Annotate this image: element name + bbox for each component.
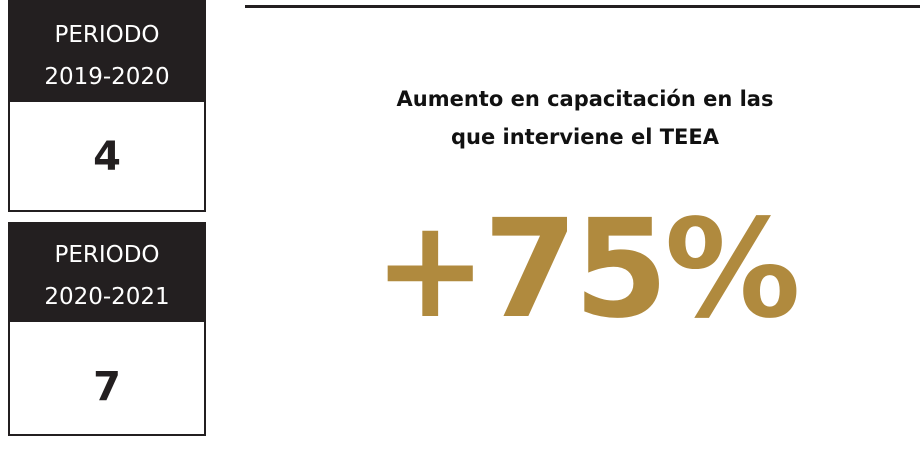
period-years: 2019-2020 <box>44 64 170 90</box>
period-header: PERIODO 2019-2020 <box>8 0 206 102</box>
headline: Aumento en capacitación en las que inter… <box>330 80 840 156</box>
headline-line: Aumento en capacitación en las <box>396 87 774 111</box>
period-value: 7 <box>8 322 206 436</box>
top-rule <box>245 5 920 8</box>
period-card: PERIODO 2019-2020 4 <box>8 0 206 212</box>
period-header: PERIODO 2020-2021 <box>8 222 206 322</box>
period-card: PERIODO 2020-2021 7 <box>8 222 206 436</box>
headline-line: que interviene el TEEA <box>451 125 719 149</box>
period-value: 4 <box>8 102 206 212</box>
page: PERIODO 2019-2020 4 PERIODO 2020-2021 7 … <box>8 0 920 436</box>
period-label: PERIODO <box>54 22 160 48</box>
period-years: 2020-2021 <box>44 284 170 310</box>
period-label: PERIODO <box>54 242 160 268</box>
highlight-figure: +75% <box>373 191 800 349</box>
